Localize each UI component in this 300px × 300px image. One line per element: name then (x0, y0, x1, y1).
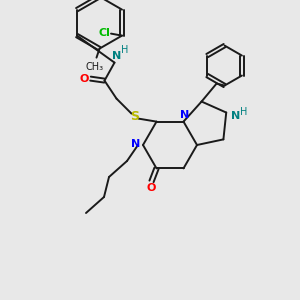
Text: H: H (239, 106, 247, 116)
Text: N: N (112, 51, 121, 61)
Text: N: N (131, 139, 141, 149)
Text: CH₃: CH₃ (85, 61, 103, 72)
Text: H: H (121, 45, 128, 55)
Text: O: O (80, 74, 89, 84)
Text: S: S (130, 110, 139, 123)
Text: N: N (180, 110, 189, 120)
Text: Cl: Cl (98, 28, 110, 38)
Text: O: O (147, 183, 156, 194)
Text: N: N (231, 110, 240, 121)
